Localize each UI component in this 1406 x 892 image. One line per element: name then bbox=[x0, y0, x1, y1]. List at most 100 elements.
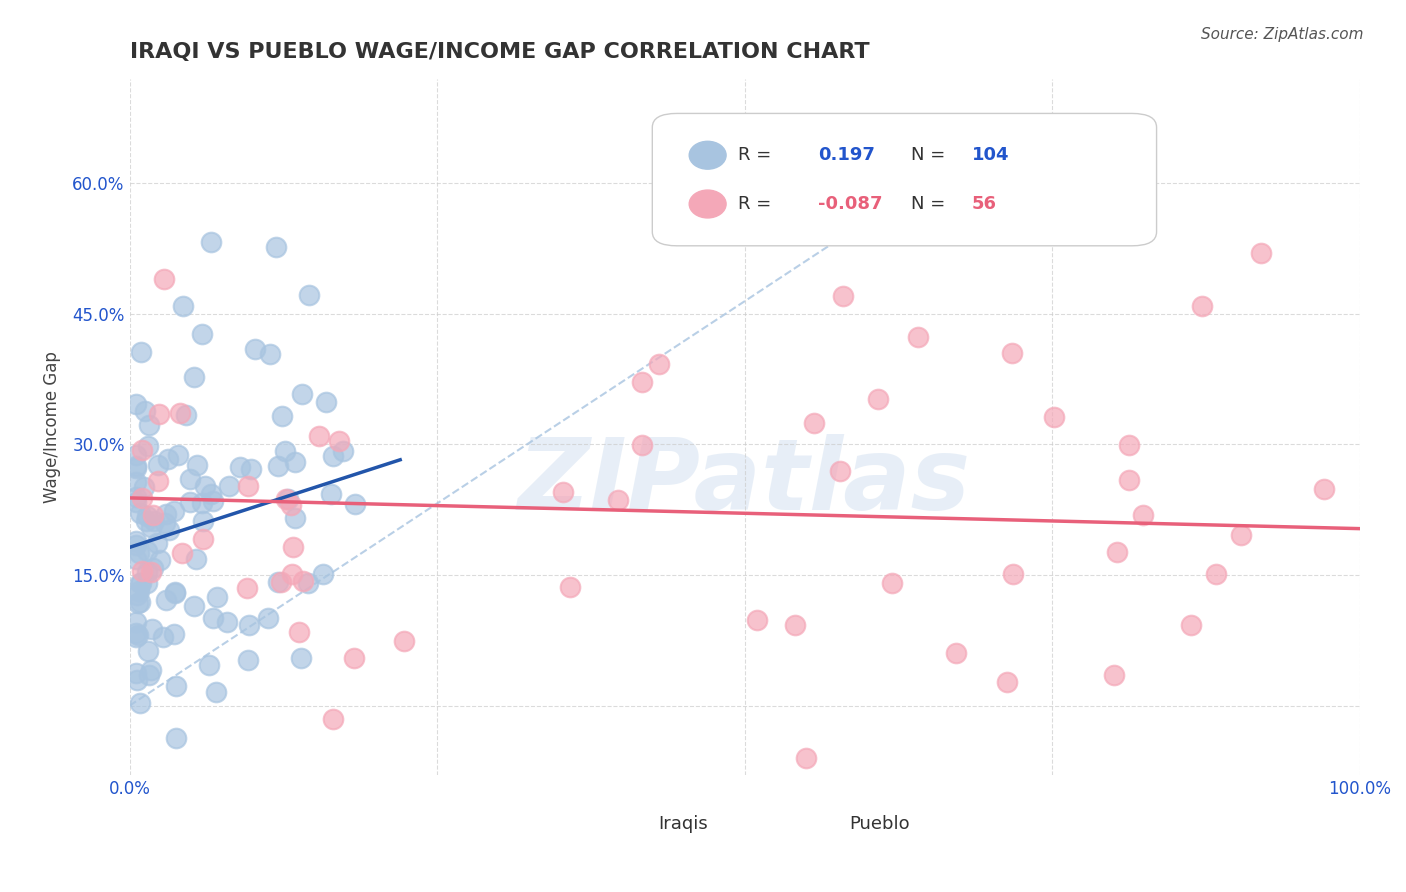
Point bbox=[298, 288, 321, 302]
Point bbox=[1205, 567, 1227, 582]
Point bbox=[138, 418, 160, 433]
Point bbox=[139, 565, 162, 579]
Point bbox=[236, 653, 259, 667]
Text: ZIPatlas: ZIPatlas bbox=[517, 434, 972, 532]
Point bbox=[129, 345, 152, 359]
Text: N =: N = bbox=[911, 146, 945, 164]
Point bbox=[125, 538, 148, 552]
Point bbox=[236, 479, 259, 493]
Point bbox=[288, 624, 311, 639]
Point bbox=[832, 289, 855, 303]
Point bbox=[207, 590, 229, 604]
Point bbox=[127, 628, 149, 642]
Point bbox=[200, 235, 222, 249]
Point bbox=[1180, 617, 1202, 632]
Point bbox=[146, 536, 169, 550]
Point bbox=[217, 615, 239, 630]
Point bbox=[322, 712, 344, 726]
Point bbox=[907, 330, 929, 344]
Point bbox=[828, 464, 851, 478]
Point bbox=[328, 434, 350, 449]
Point bbox=[868, 392, 890, 406]
Point bbox=[169, 406, 191, 420]
Point bbox=[284, 455, 307, 469]
Point bbox=[191, 496, 214, 510]
Point bbox=[125, 533, 148, 548]
Point bbox=[322, 449, 344, 463]
Point bbox=[271, 409, 294, 423]
Point bbox=[1001, 346, 1024, 360]
Point bbox=[128, 583, 150, 598]
Text: R =: R = bbox=[738, 146, 772, 164]
Point bbox=[125, 494, 148, 508]
Point bbox=[270, 575, 292, 590]
Point bbox=[163, 585, 186, 599]
Point bbox=[141, 519, 163, 533]
Point bbox=[131, 576, 153, 591]
Point bbox=[127, 596, 149, 610]
Text: R =: R = bbox=[738, 195, 772, 213]
Point bbox=[141, 664, 163, 678]
Point bbox=[134, 480, 156, 494]
Point bbox=[176, 408, 198, 422]
Point bbox=[165, 731, 187, 746]
Point bbox=[803, 416, 825, 430]
Point bbox=[290, 650, 312, 665]
Point bbox=[125, 397, 148, 411]
Ellipse shape bbox=[689, 190, 725, 218]
Point bbox=[284, 511, 307, 525]
Point bbox=[136, 439, 159, 453]
Point bbox=[1043, 409, 1066, 424]
Point bbox=[142, 561, 165, 575]
Point bbox=[163, 627, 186, 641]
Point bbox=[259, 347, 281, 361]
Point bbox=[129, 576, 152, 591]
Point bbox=[194, 478, 217, 492]
Point bbox=[281, 540, 304, 554]
Point bbox=[191, 326, 214, 341]
Point bbox=[172, 299, 194, 313]
Point bbox=[229, 459, 252, 474]
Point bbox=[274, 443, 297, 458]
Point bbox=[128, 595, 150, 609]
Point bbox=[125, 461, 148, 475]
Point bbox=[125, 630, 148, 644]
Point bbox=[157, 451, 180, 466]
Point bbox=[785, 618, 807, 632]
Point bbox=[343, 651, 366, 665]
Point bbox=[297, 576, 319, 591]
Point bbox=[198, 657, 221, 672]
Point bbox=[1118, 473, 1140, 487]
Point bbox=[141, 623, 163, 637]
Point bbox=[148, 553, 170, 567]
Point bbox=[142, 508, 165, 522]
Point bbox=[146, 458, 169, 472]
Point bbox=[142, 514, 165, 528]
Point bbox=[184, 551, 207, 566]
Point bbox=[125, 449, 148, 463]
Point bbox=[146, 474, 169, 488]
Point bbox=[243, 343, 266, 357]
Point bbox=[745, 613, 768, 627]
Ellipse shape bbox=[689, 141, 725, 169]
Point bbox=[280, 567, 302, 582]
Point bbox=[311, 566, 333, 581]
Point bbox=[131, 491, 153, 505]
Point bbox=[343, 497, 366, 511]
Point bbox=[125, 615, 148, 629]
Point bbox=[205, 685, 228, 699]
Text: IRAQI VS PUEBLO WAGE/INCOME GAP CORRELATION CHART: IRAQI VS PUEBLO WAGE/INCOME GAP CORRELAT… bbox=[129, 42, 869, 62]
Text: N =: N = bbox=[911, 195, 945, 213]
Point bbox=[125, 459, 148, 474]
Point bbox=[1118, 438, 1140, 452]
Point bbox=[136, 543, 159, 558]
Point bbox=[157, 523, 180, 537]
Point bbox=[551, 485, 574, 500]
Point bbox=[183, 370, 205, 384]
Point bbox=[148, 407, 170, 421]
FancyBboxPatch shape bbox=[652, 113, 1157, 246]
Point bbox=[125, 666, 148, 681]
Point bbox=[129, 506, 152, 520]
Point bbox=[1132, 508, 1154, 522]
Point bbox=[186, 458, 208, 473]
